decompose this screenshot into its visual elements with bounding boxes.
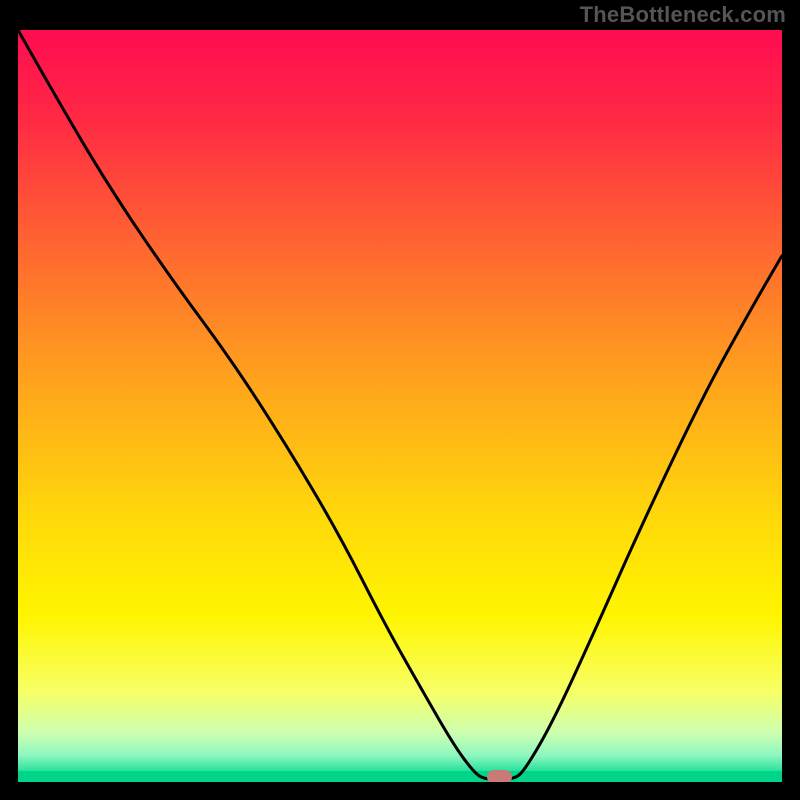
watermark-text: TheBottleneck.com: [580, 2, 786, 28]
bottleneck-curve: [18, 30, 782, 782]
chart-plot-area: [18, 30, 782, 782]
curve-path: [18, 30, 782, 780]
optimum-marker: [487, 770, 512, 782]
